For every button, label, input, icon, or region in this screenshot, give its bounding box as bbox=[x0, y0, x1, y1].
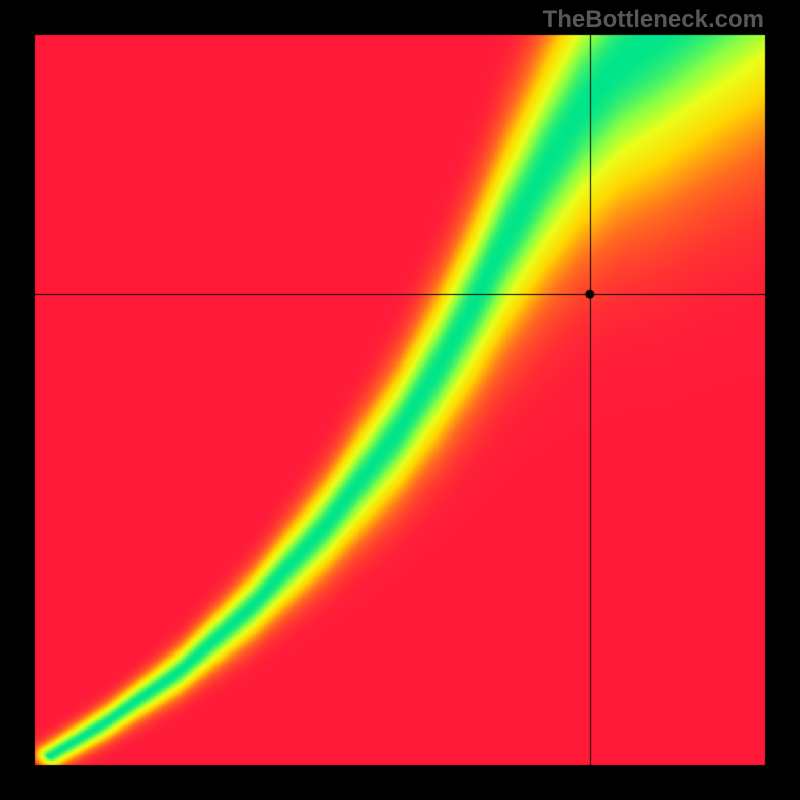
chart-container: TheBottleneck.com bbox=[0, 0, 800, 800]
watermark-text: TheBottleneck.com bbox=[543, 6, 764, 34]
bottleneck-heatmap bbox=[0, 0, 800, 800]
